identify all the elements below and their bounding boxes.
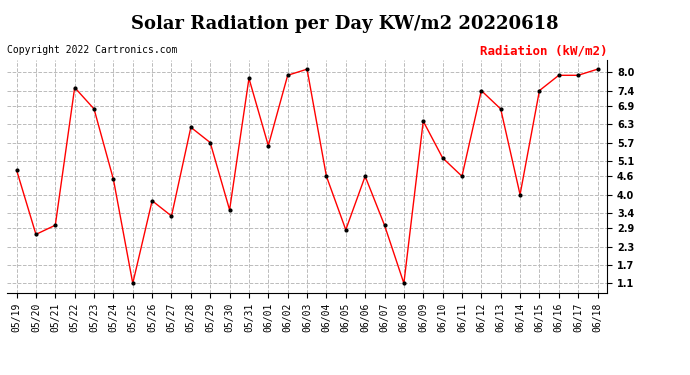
Text: Solar Radiation per Day KW/m2 20220618: Solar Radiation per Day KW/m2 20220618 <box>131 15 559 33</box>
Text: Copyright 2022 Cartronics.com: Copyright 2022 Cartronics.com <box>7 45 177 55</box>
Text: Radiation (kW/m2): Radiation (kW/m2) <box>480 45 607 58</box>
